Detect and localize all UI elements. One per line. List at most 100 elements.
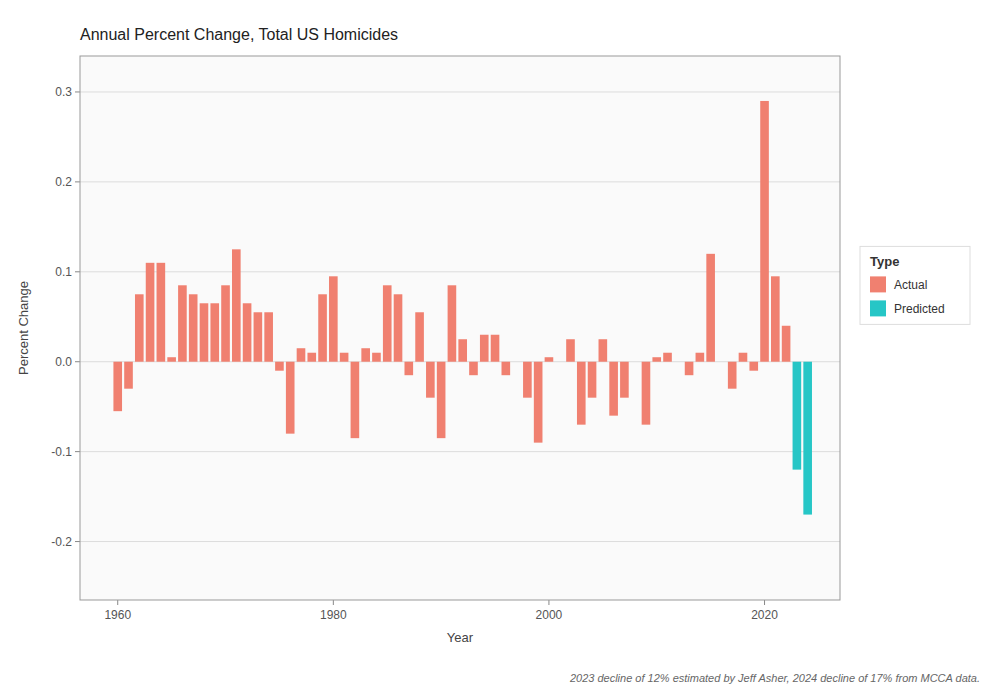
bar xyxy=(329,276,338,361)
y-tick xyxy=(75,361,80,362)
bar xyxy=(437,362,446,438)
bar xyxy=(297,348,306,361)
bar xyxy=(458,339,467,361)
y-tick-label: 0.3 xyxy=(55,85,72,99)
bar xyxy=(685,362,694,375)
bar xyxy=(728,362,737,389)
bar xyxy=(113,362,122,411)
plot-area xyxy=(80,56,840,600)
bar xyxy=(793,362,802,470)
y-grid xyxy=(80,92,840,542)
legend: Type Actual Predicted xyxy=(860,246,970,324)
y-tick-label: 0.2 xyxy=(55,175,72,189)
bar xyxy=(200,303,209,361)
bar xyxy=(717,361,726,362)
bar xyxy=(318,294,327,361)
legend-swatch xyxy=(870,300,886,316)
y-tick-label: -0.1 xyxy=(51,445,72,459)
y-tick-label: 0.1 xyxy=(55,265,72,279)
bar xyxy=(307,353,316,362)
y-tick xyxy=(75,271,80,272)
bar xyxy=(652,357,661,361)
bar xyxy=(232,249,241,361)
bar xyxy=(189,294,198,361)
bar xyxy=(157,263,166,362)
legend-label: Actual xyxy=(894,278,927,292)
grid-line xyxy=(80,91,840,92)
bars xyxy=(113,101,812,515)
y-tick xyxy=(75,181,80,182)
bar xyxy=(663,353,672,362)
bar xyxy=(394,294,403,361)
grid-line xyxy=(80,181,840,182)
bar xyxy=(243,303,252,361)
bar xyxy=(135,294,144,361)
bar xyxy=(577,362,586,425)
grid-line xyxy=(80,451,840,452)
bar xyxy=(415,312,424,361)
y-tick-label: 0.0 xyxy=(55,355,72,369)
bar xyxy=(361,348,370,361)
bar xyxy=(491,335,500,362)
bar xyxy=(480,335,489,362)
bar xyxy=(426,362,435,398)
y-tick xyxy=(75,451,80,452)
plot-frame xyxy=(80,56,840,600)
x-tick-label: 1980 xyxy=(320,608,347,622)
bar xyxy=(383,285,392,361)
x-tick xyxy=(117,600,118,605)
x-tick xyxy=(333,600,334,605)
bar xyxy=(749,362,758,371)
bar xyxy=(404,362,413,375)
title: Annual Percent Change, Total US Homicide… xyxy=(80,26,398,43)
bar xyxy=(771,276,780,361)
bar xyxy=(555,361,564,362)
bar xyxy=(340,353,349,362)
bar xyxy=(674,361,683,362)
bar xyxy=(512,361,521,362)
bar xyxy=(739,353,748,362)
bar xyxy=(599,339,608,361)
y-tick-label: -0.2 xyxy=(51,535,72,549)
bar xyxy=(275,362,284,371)
bar xyxy=(609,362,618,416)
bar xyxy=(372,353,381,362)
bar xyxy=(210,303,219,361)
legend-title: Type xyxy=(870,254,899,269)
grid-line xyxy=(80,271,840,272)
bar xyxy=(286,362,295,434)
bar xyxy=(588,362,597,398)
bar xyxy=(448,285,457,361)
bar xyxy=(124,362,133,389)
x-tick xyxy=(764,600,765,605)
y-axis-label: Percent Change xyxy=(16,281,31,375)
legend-label: Predicted xyxy=(894,302,945,316)
bar xyxy=(523,362,532,398)
bar xyxy=(706,254,715,362)
bar xyxy=(782,326,791,362)
bar xyxy=(351,362,360,438)
x-tick-label: 1960 xyxy=(104,608,131,622)
bar xyxy=(803,362,812,515)
y-tick xyxy=(75,91,80,92)
bar xyxy=(254,312,263,361)
grid-line xyxy=(80,541,840,542)
bar xyxy=(146,263,155,362)
bar xyxy=(534,362,543,443)
chart: -0.2-0.10.00.10.20.31960198020002020Annu… xyxy=(0,0,1000,696)
bar xyxy=(760,101,769,362)
bar xyxy=(696,353,705,362)
bar xyxy=(221,285,230,361)
x-tick-label: 2020 xyxy=(751,608,778,622)
legend-swatch xyxy=(870,276,886,292)
bar xyxy=(545,357,554,361)
bar xyxy=(469,362,478,375)
footnote: 2023 decline of 12% estimated by Jeff As… xyxy=(569,672,980,684)
legend-box xyxy=(860,246,970,324)
bar xyxy=(178,285,187,361)
bar xyxy=(566,339,575,361)
bar xyxy=(502,362,511,375)
bar xyxy=(620,362,629,398)
x-axis-label: Year xyxy=(447,630,474,645)
x-tick xyxy=(548,600,549,605)
